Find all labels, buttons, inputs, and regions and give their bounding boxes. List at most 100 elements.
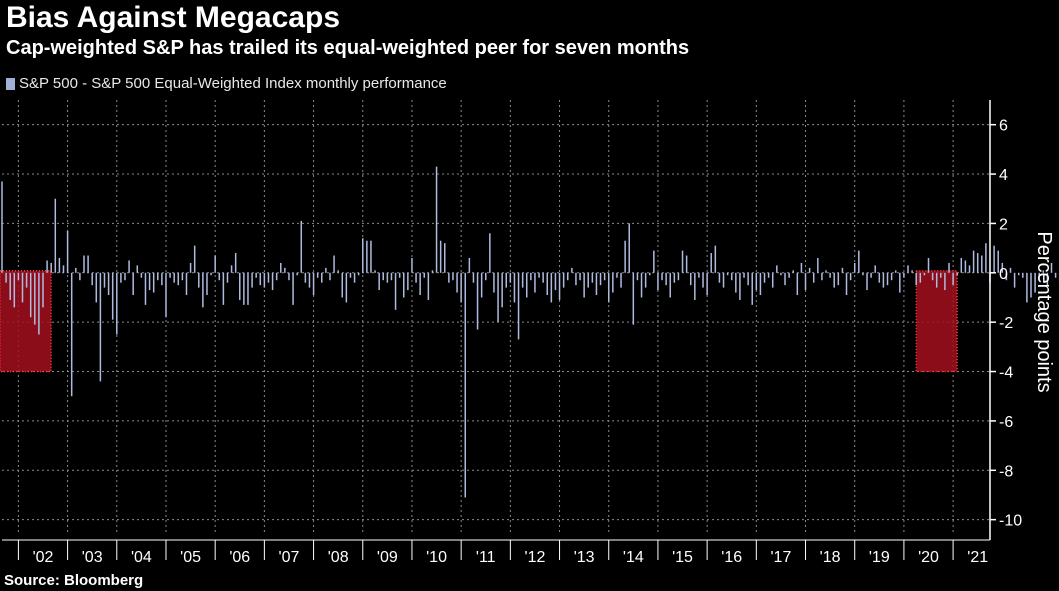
bar (751, 272, 753, 305)
bar (718, 272, 721, 283)
bar (296, 272, 298, 276)
highlight-boxes (0, 270, 958, 373)
bar (321, 272, 323, 283)
y-tick-label: -10 (999, 513, 1022, 530)
bar (591, 272, 594, 283)
bar (460, 272, 462, 303)
bar (628, 223, 630, 273)
source-note: Source: Bloomberg (4, 572, 144, 589)
bar (714, 245, 717, 273)
bar (403, 272, 405, 298)
bar (542, 272, 544, 283)
bar (38, 272, 40, 335)
bar (198, 272, 200, 288)
bar (566, 272, 569, 281)
bar (407, 272, 409, 291)
bar (415, 272, 417, 283)
bar (222, 272, 225, 305)
bar (157, 272, 159, 281)
legend-swatch (6, 78, 15, 90)
bar (1013, 272, 1016, 288)
bar (439, 240, 442, 273)
bar (173, 272, 175, 283)
bar (185, 272, 188, 296)
y-tick-label: 4 (999, 167, 1008, 184)
bar (993, 245, 995, 273)
bar (894, 270, 897, 273)
bar (452, 272, 454, 281)
bar (517, 272, 520, 340)
x-tick-label: '05 (180, 549, 201, 566)
bar (948, 262, 950, 273)
bar (534, 272, 536, 293)
bar (702, 272, 704, 288)
bar (497, 272, 499, 323)
bar (476, 272, 479, 330)
bar (1054, 272, 1057, 278)
x-tick-label: '12 (525, 549, 546, 566)
bar (657, 272, 659, 291)
bar (218, 272, 221, 281)
bar (489, 233, 491, 273)
bar (632, 272, 635, 325)
bar (255, 272, 257, 278)
x-tick-label: '20 (918, 549, 939, 566)
bar (677, 272, 680, 281)
bar (1046, 272, 1049, 286)
bar (91, 272, 93, 286)
bar (923, 272, 926, 276)
bar (34, 272, 36, 325)
bar (382, 272, 385, 281)
bar (665, 272, 667, 286)
bar (870, 272, 872, 278)
bar (333, 255, 335, 273)
bar (972, 250, 975, 273)
bar (607, 272, 610, 303)
bar (124, 272, 126, 281)
bar (976, 253, 979, 273)
bar (480, 272, 483, 298)
bar (345, 272, 348, 303)
bar (841, 267, 844, 273)
bar (493, 272, 495, 293)
bar (780, 272, 782, 276)
y-tick-label: -8 (999, 463, 1013, 480)
bar (1038, 272, 1040, 281)
bar (83, 255, 85, 273)
x-tick-label: '21 (967, 549, 988, 566)
bar (763, 272, 766, 283)
bar (1017, 272, 1020, 276)
bar (50, 262, 52, 273)
bar (1005, 272, 1008, 281)
bar (251, 272, 253, 288)
bar (99, 272, 102, 382)
bar (337, 270, 339, 273)
bar (579, 272, 581, 281)
bar (985, 243, 987, 273)
bar (230, 265, 233, 273)
bar (915, 272, 917, 286)
bar (571, 267, 573, 273)
bar (808, 267, 811, 273)
bar (886, 272, 889, 286)
y-tick-label: 0 (999, 266, 1008, 283)
bar (562, 272, 565, 288)
bar (398, 272, 401, 278)
bar (485, 272, 487, 281)
bar (70, 272, 73, 397)
bar (644, 272, 647, 288)
x-tick-label: '13 (574, 549, 595, 566)
bar (181, 272, 184, 281)
bar (103, 272, 106, 288)
bar (456, 272, 458, 293)
bar (378, 272, 380, 291)
bar (210, 272, 212, 276)
y-axis-label: Percentage points (1033, 231, 1055, 392)
bar (956, 272, 958, 276)
bar (144, 272, 147, 305)
bar (878, 272, 881, 283)
bar (189, 262, 192, 273)
bar (821, 272, 823, 281)
bar (776, 265, 778, 273)
bar (259, 272, 262, 286)
